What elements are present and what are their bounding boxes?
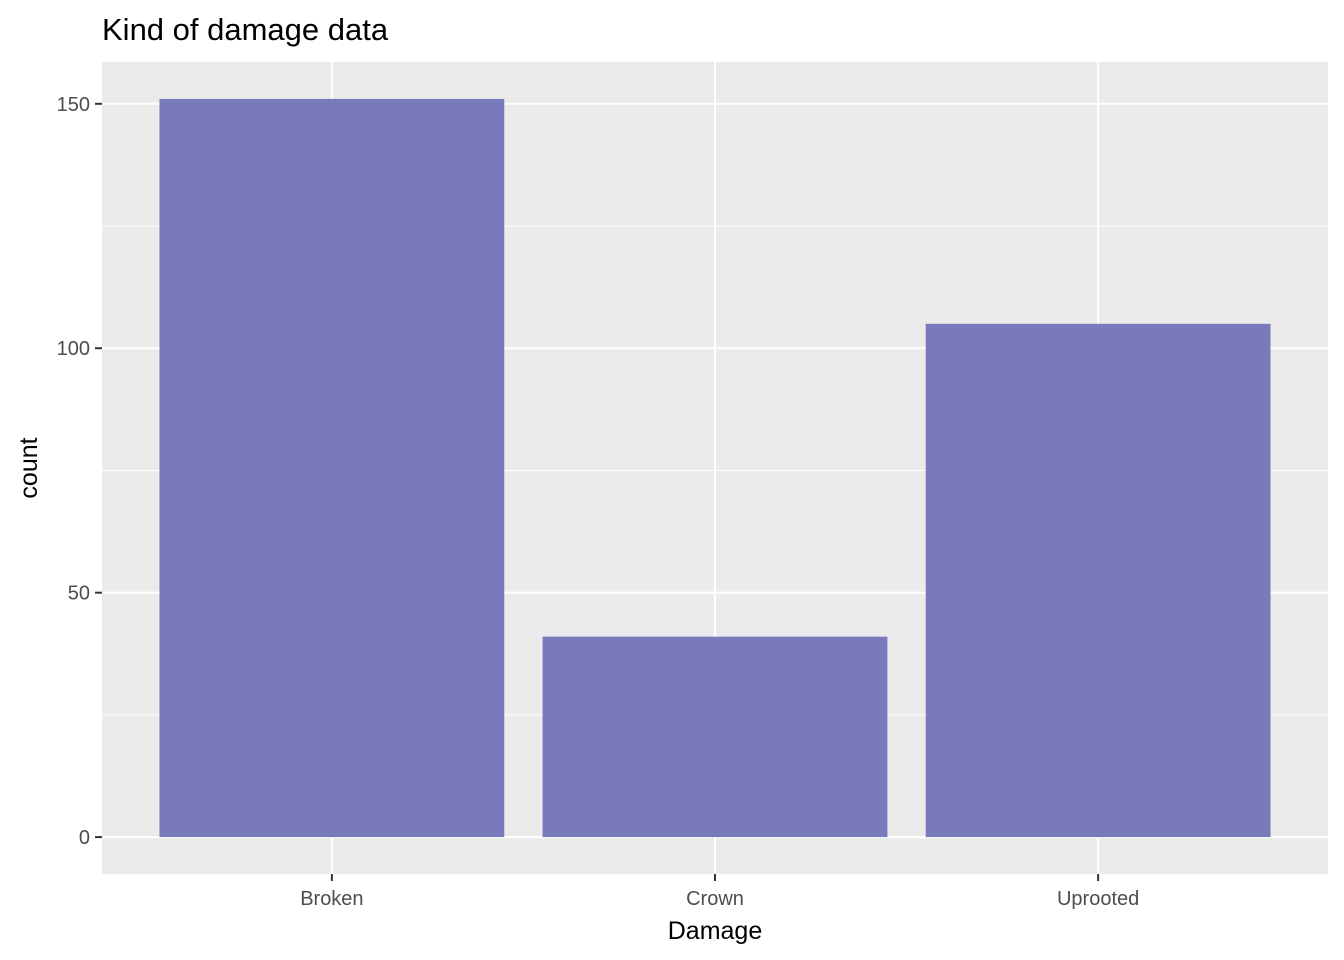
bar-broken [159,98,505,838]
y-axis: 0 50 100 150 [57,94,102,849]
y-tick-label: 50 [68,583,90,605]
chart-title: Kind of damage data [102,12,389,47]
y-tick-label: 0 [79,827,90,849]
x-tick-label: Broken [300,888,363,910]
y-axis-title: count [15,437,43,498]
y-tick-label: 100 [57,338,90,360]
y-tick-label: 150 [57,94,90,116]
bar-uprooted [925,323,1271,838]
x-tick-label: Crown [686,888,744,910]
x-axis: Broken Crown Uprooted [300,874,1139,910]
bar-crown [542,636,888,838]
x-axis-title: Damage [668,917,763,945]
bars [159,98,1271,838]
x-tick-label: Uprooted [1057,888,1139,910]
